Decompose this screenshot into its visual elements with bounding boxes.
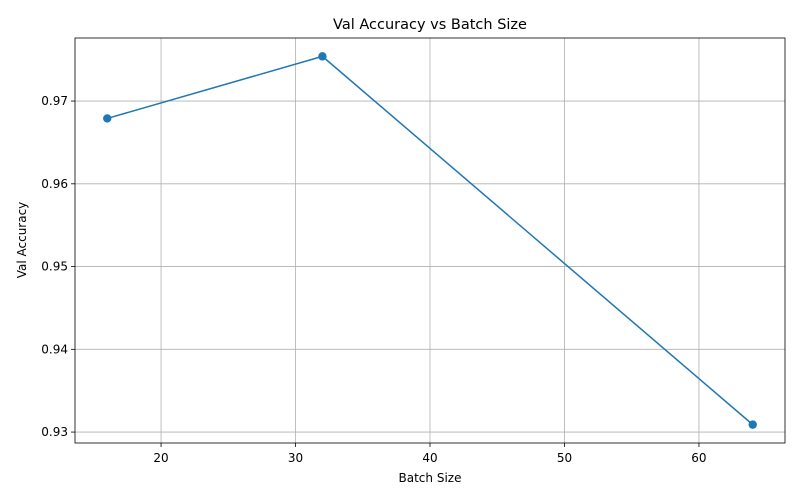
y-tick-label: 0.97 xyxy=(41,94,68,108)
x-tick-label: 40 xyxy=(422,451,437,465)
y-tick-label: 0.94 xyxy=(41,342,68,356)
y-tick-label: 0.96 xyxy=(41,177,68,191)
axes xyxy=(71,37,786,447)
data-point xyxy=(748,420,757,429)
x-tick-label: 20 xyxy=(153,451,168,465)
data-point xyxy=(318,52,327,61)
x-tick-label: 50 xyxy=(557,451,572,465)
y-axis-title: Val Accuracy xyxy=(15,202,29,279)
data-point xyxy=(103,114,112,123)
series-layer xyxy=(103,52,757,429)
x-axis-title: Batch Size xyxy=(399,471,462,485)
x-tick-label: 60 xyxy=(691,451,706,465)
chart-title: Val Accuracy vs Batch Size xyxy=(333,17,527,33)
y-tick-label: 0.95 xyxy=(41,260,68,274)
grid-lines xyxy=(75,38,785,443)
y-tick-label: 0.93 xyxy=(41,425,68,439)
tick-labels: 20 30 40 50 60 0.93 0.94 0.95 0.96 0.97 xyxy=(41,94,706,465)
x-tick-label: 30 xyxy=(288,451,303,465)
